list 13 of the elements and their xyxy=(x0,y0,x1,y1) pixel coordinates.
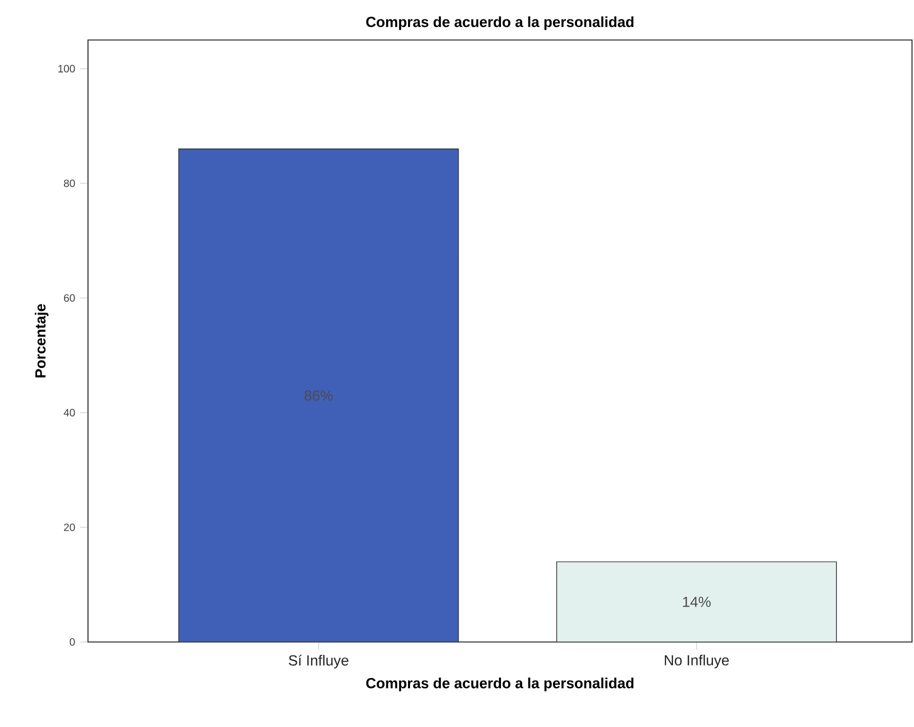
data-label: 86% xyxy=(304,390,333,401)
chart-title: Compras de acuerdo a la personalidad xyxy=(366,16,634,30)
y-tick-label: 60 xyxy=(64,294,75,302)
x-axis-title: Compras de acuerdo a la personalidad xyxy=(366,678,634,692)
y-tick-label: 20 xyxy=(64,524,75,532)
y-tick-label: 0 xyxy=(70,638,75,646)
data-label: 14% xyxy=(683,596,711,607)
y-tick-label: 80 xyxy=(64,180,75,188)
x-tick-label: No Influye xyxy=(664,654,729,668)
y-axis-title: Porcentaje xyxy=(34,304,48,378)
x-tick-label: Sí Influye xyxy=(288,654,348,668)
y-tick-label: 100 xyxy=(58,64,75,72)
y-tick-label: 40 xyxy=(64,408,75,416)
